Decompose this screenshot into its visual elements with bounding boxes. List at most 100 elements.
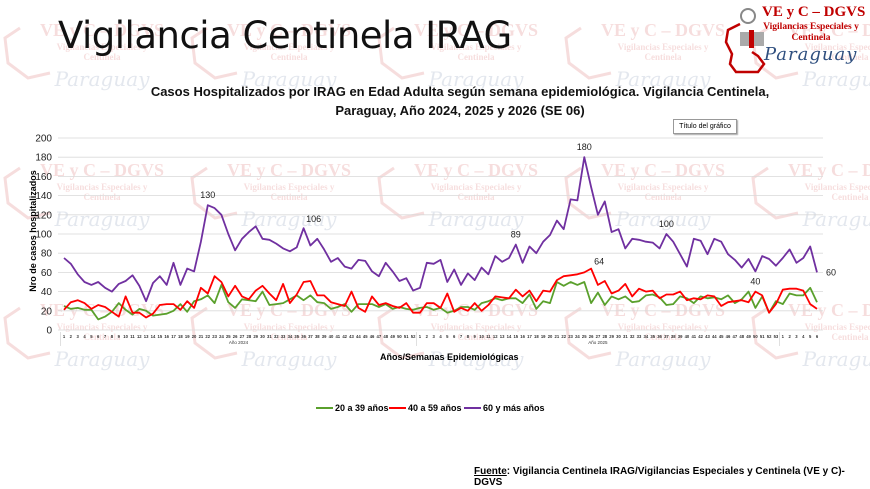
paraguay-map-icon — [724, 8, 766, 74]
series-line-3 — [63, 156, 818, 303]
x-tick-label: 3 — [432, 334, 435, 339]
y-tick-label: 180 — [35, 153, 52, 164]
y-tick-label: 120 — [35, 210, 52, 221]
x-tick-label: 47 — [377, 334, 382, 339]
x-tick-label: 33 — [637, 334, 642, 339]
x-tick-label: 46 — [370, 334, 375, 339]
x-tick-label: 49 — [746, 334, 751, 339]
x-tick-label: 26 — [589, 334, 594, 339]
legend-swatch-purple — [464, 407, 481, 409]
logo-subtitle: Vigilancias Especiales y Centinela — [763, 22, 859, 43]
x-tick-label: 29 — [609, 334, 614, 339]
year-label: Año 2025 — [588, 340, 608, 345]
legend-label: 40 a 59 años — [408, 403, 462, 413]
x-tick-label: 39 — [678, 334, 683, 339]
x-tick-label: 31 — [267, 334, 272, 339]
x-tick-label: 5 — [446, 334, 449, 339]
x-tick-label: 7 — [460, 334, 463, 339]
y-tick-label: 160 — [35, 172, 52, 183]
x-tick-label: 6 — [453, 334, 456, 339]
x-tick-label: 1 — [782, 334, 785, 339]
x-tick-label: 23 — [212, 334, 217, 339]
x-tick-label: 50 — [753, 334, 758, 339]
x-tick-label: 13 — [500, 334, 505, 339]
y-tick-label: 60 — [41, 268, 53, 279]
data-label: 89 — [511, 230, 521, 240]
x-tick-label: 23 — [568, 334, 573, 339]
data-label: 60 — [826, 267, 836, 277]
x-tick-label: 45 — [363, 334, 368, 339]
x-tick-label: 33 — [281, 334, 286, 339]
x-tick-label: 9 — [474, 334, 477, 339]
x-tick-label: 15 — [158, 334, 163, 339]
y-tick-label: 100 — [35, 230, 52, 241]
x-tick-label: 40 — [329, 334, 334, 339]
chart-title: Casos Hospitalizados por IRAG en Edad Ad… — [120, 82, 800, 120]
x-tick-label: 21 — [199, 334, 204, 339]
series-line-2 — [63, 267, 818, 319]
x-tick-label: 42 — [698, 334, 703, 339]
x-tick-label: 48 — [739, 334, 744, 339]
x-tick-label: 29 — [253, 334, 258, 339]
y-tick-label: 80 — [41, 249, 53, 260]
x-tick-label: 28 — [246, 334, 251, 339]
x-tick-label: 11 — [486, 334, 491, 339]
x-tick-label: 10 — [479, 334, 484, 339]
legend-item-60-plus: 60 y más años — [464, 403, 545, 413]
data-label: 180 — [577, 142, 592, 152]
x-tick-label: 51 — [404, 334, 409, 339]
x-tick-label: 51 — [760, 334, 765, 339]
x-tick-label: 31 — [623, 334, 628, 339]
x-tick-label: 2 — [426, 334, 429, 339]
x-tick-label: 36 — [301, 334, 306, 339]
x-tick-label: 24 — [219, 334, 224, 339]
x-tick-label: 38 — [671, 334, 676, 339]
page-title: Vigilancia Centinela IRAG — [58, 14, 512, 57]
x-tick-label: 44 — [712, 334, 717, 339]
x-tick-label: 13 — [144, 334, 149, 339]
x-tick-label: 26 — [233, 334, 238, 339]
x-tick-label: 18 — [534, 334, 539, 339]
x-tick-label: 28 — [602, 334, 607, 339]
x-tick-label: 40 — [685, 334, 690, 339]
logo: VE y C – DGVS Vigilancias Especiales y C… — [722, 2, 865, 74]
x-tick-label: 25 — [226, 334, 231, 339]
data-label: 100 — [659, 219, 674, 229]
x-tick-label: 52 — [767, 334, 772, 339]
x-tick-label: 35 — [294, 334, 299, 339]
x-tick-label: 32 — [274, 334, 279, 339]
chart-title-line1: Casos Hospitalizados por IRAG en Edad Ad… — [150, 84, 770, 99]
x-tick-label: 20 — [192, 334, 197, 339]
x-tick-label: 4 — [83, 334, 86, 339]
x-tick-label: 41 — [691, 334, 696, 339]
legend-swatch-green — [316, 407, 333, 409]
x-tick-label: 19 — [185, 334, 190, 339]
x-tick-label: 9 — [118, 334, 121, 339]
legend-label: 60 y más años — [483, 403, 545, 413]
x-tick-label: 15 — [513, 334, 518, 339]
x-tick-label: 50 — [397, 334, 402, 339]
series-line-1 — [63, 281, 818, 321]
x-tick-label: 16 — [164, 334, 169, 339]
data-label: 130 — [200, 190, 215, 200]
x-tick-label: 38 — [315, 334, 320, 339]
x-tick-label: 21 — [555, 334, 560, 339]
x-tick-label: 47 — [733, 334, 738, 339]
x-tick-label: 4 — [439, 334, 442, 339]
logo-country: Paraguay — [764, 44, 858, 65]
x-tick-label: 14 — [151, 334, 156, 339]
x-tick-label: 5 — [90, 334, 93, 339]
x-tick-label: 20 — [548, 334, 553, 339]
x-tick-label: 22 — [205, 334, 210, 339]
legend-item-40-59: 40 a 59 años — [389, 403, 462, 413]
year-label: Año 2024 — [229, 340, 249, 345]
x-tick-label: 1 — [63, 334, 66, 339]
source-text: : Vigilancia Centinela IRAG/Vigilancias … — [474, 466, 845, 488]
x-tick-label: 53 — [774, 334, 779, 339]
chart-title-placeholder-box[interactable]: Título del gráfico — [673, 119, 737, 134]
x-tick-label: 25 — [582, 334, 587, 339]
x-axis-label: Años/Semanas Epidemiológicas — [380, 352, 519, 362]
x-tick-label: 8 — [111, 334, 114, 339]
y-tick-label: 0 — [46, 326, 52, 337]
source-label: Fuente — [474, 466, 507, 477]
